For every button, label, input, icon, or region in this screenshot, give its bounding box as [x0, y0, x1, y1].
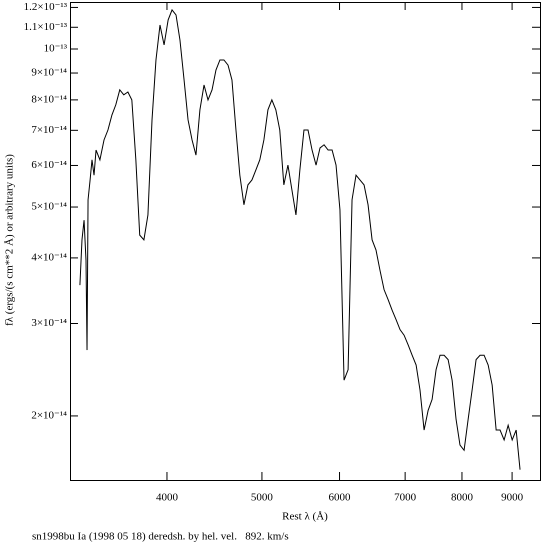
y-tick-label: 9×10⁻¹⁴ [31, 67, 67, 79]
y-tick-label: 6×10⁻¹⁴ [31, 159, 67, 171]
x-tick-label: 5000 [251, 492, 274, 504]
y-tick-label: 1.1×10⁻¹³ [24, 21, 68, 33]
y-tick-label: 3×10⁻¹⁴ [31, 317, 67, 329]
plot-frame [70, 2, 541, 481]
y-tick-label: 2×10⁻¹⁴ [31, 409, 67, 421]
x-tick-label: 8000 [451, 492, 474, 504]
caption: sn1998bu Ia (1998 05 18) deredsh. by hel… [32, 531, 289, 543]
x-tick-label: 9000 [501, 492, 524, 504]
y-tick-label: 4×10⁻¹⁴ [31, 251, 67, 263]
x-tick-label: 4000 [156, 492, 179, 504]
y-tick-label: 7×10⁻¹⁴ [31, 124, 67, 136]
x-axis-label: Rest λ (Å) [282, 511, 328, 523]
spectrum-line [79, 8, 521, 470]
y-tick-label: 8×10⁻¹⁴ [31, 93, 67, 105]
y-tick-label: 5×10⁻¹⁴ [31, 201, 67, 213]
y-tick-label: 1.2×10⁻¹³ [24, 1, 68, 13]
y-tick-label: 10⁻¹³ [44, 43, 68, 55]
x-tick-label: 6000 [329, 492, 352, 504]
x-tick-label: 7000 [394, 492, 417, 504]
y-axis-label: fλ (ergs/(s cm**2 Å) or arbitrary units) [4, 154, 16, 326]
